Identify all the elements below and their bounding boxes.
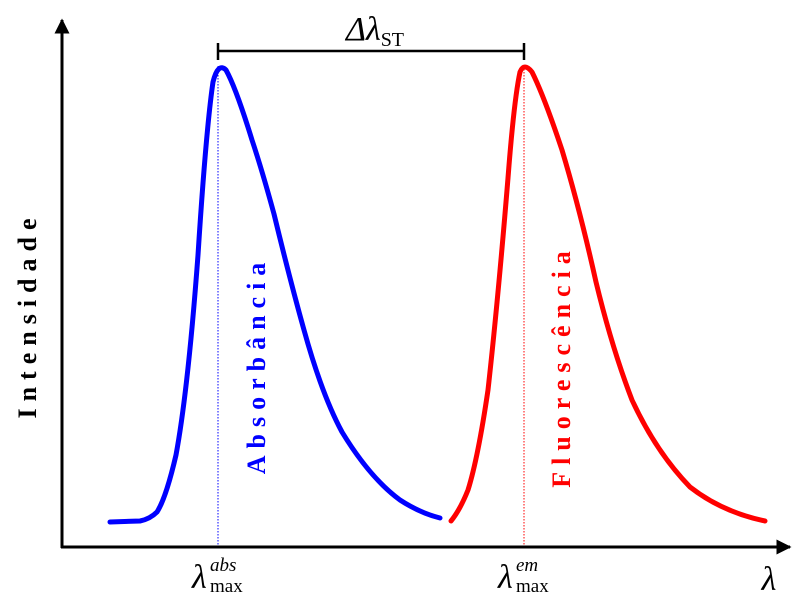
x-axis-symbol: λ xyxy=(761,561,777,595)
fluorescence-curve xyxy=(448,64,768,524)
absorbance-curve xyxy=(107,65,443,525)
absorbance-peak-label: λ abs max xyxy=(191,555,243,595)
absorbance-peak-superscript: abs xyxy=(210,555,236,576)
absorbance-label: Absorbância xyxy=(242,256,271,475)
fluorescence-peak-symbol: λ xyxy=(497,559,513,595)
stokes-shift-subscript: ST xyxy=(381,29,404,51)
absorbance-peak-subscript: max xyxy=(210,576,243,595)
absorbance-peak-symbol: λ xyxy=(191,559,207,595)
stokes-shift-label: ΔλST xyxy=(344,11,404,51)
fluorescence-label: Fluorescência xyxy=(547,244,576,488)
fluorescence-peak-label: λ em max xyxy=(497,555,549,595)
fluorescence-peak-superscript: em xyxy=(516,555,538,576)
fluorescence-peak-subscript: max xyxy=(516,576,549,595)
y-axis-label: Intensidade xyxy=(13,211,42,418)
